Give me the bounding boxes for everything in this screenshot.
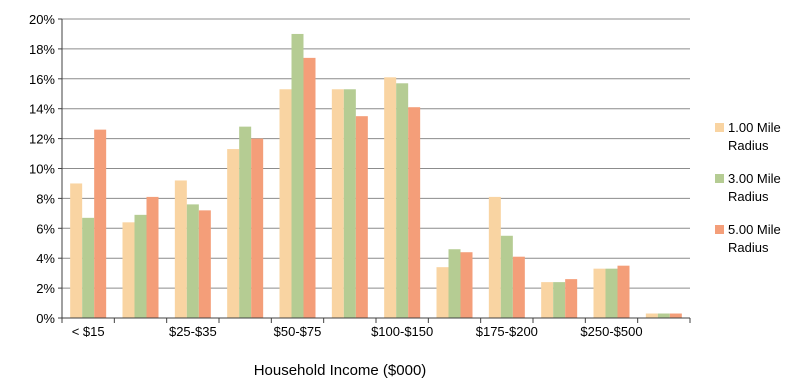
y-tick-label: 14% xyxy=(29,102,55,117)
y-tick-label: 18% xyxy=(29,42,55,57)
legend-swatch xyxy=(715,174,724,183)
y-tick-label: 0% xyxy=(36,311,55,326)
x-axis-title: Household Income ($000) xyxy=(254,362,427,379)
bar xyxy=(396,83,409,318)
bar xyxy=(122,222,135,318)
x-tick-label: $100-$150 xyxy=(371,324,433,339)
x-tick-label: $50-$75 xyxy=(274,324,322,339)
bar xyxy=(500,235,513,318)
legend-label: Radius xyxy=(728,138,769,153)
bar xyxy=(303,57,316,319)
bar xyxy=(541,282,554,318)
legend-swatch xyxy=(715,225,724,234)
bar xyxy=(94,129,107,318)
bar xyxy=(448,249,461,318)
legend-label: 1.00 Mile xyxy=(728,120,781,135)
bar xyxy=(251,138,264,318)
bar xyxy=(408,107,421,318)
legend-swatch xyxy=(715,123,724,132)
bar xyxy=(512,256,525,318)
bar xyxy=(146,196,159,318)
bar xyxy=(384,77,397,319)
x-tick-label: $175-$200 xyxy=(476,324,538,339)
bar xyxy=(565,279,578,318)
bar xyxy=(657,313,670,318)
y-tick-label: 4% xyxy=(36,251,55,266)
bar xyxy=(355,116,368,318)
bar xyxy=(82,217,95,318)
bar xyxy=(605,268,618,318)
bar xyxy=(198,210,211,318)
x-tick-label: < $15 xyxy=(72,324,105,339)
legend-label: 3.00 Mile xyxy=(728,171,781,186)
bar xyxy=(553,282,566,318)
legend: 1.00 Mile Radius 3.00 Mile Radius 5.00 Mile R… xyxy=(715,120,781,255)
axes xyxy=(58,18,691,323)
y-tick-label: 12% xyxy=(29,132,55,147)
bar xyxy=(291,33,304,318)
bar xyxy=(617,265,630,318)
gridlines xyxy=(62,18,690,289)
legend-label: Radius xyxy=(728,189,769,204)
bar xyxy=(174,180,187,318)
bar xyxy=(134,214,147,318)
y-tick-label: 10% xyxy=(29,162,55,177)
bar xyxy=(593,268,606,318)
y-tick-label: 8% xyxy=(36,191,55,206)
bar xyxy=(70,183,83,318)
y-tick-label: 2% xyxy=(36,281,55,296)
bar xyxy=(460,252,473,318)
bar xyxy=(279,89,292,318)
bar xyxy=(227,149,240,318)
y-tick-label: 16% xyxy=(29,72,55,87)
bar xyxy=(331,89,344,318)
x-tick-label: $25-$35 xyxy=(169,324,217,339)
x-tick-label: $250-$500 xyxy=(580,324,642,339)
legend-label: Radius xyxy=(728,240,769,255)
legend-label: 5.00 Mile xyxy=(728,222,781,237)
y-tick-label: 6% xyxy=(36,221,55,236)
bars xyxy=(70,33,682,319)
bar xyxy=(669,313,682,318)
bar xyxy=(186,204,199,318)
bar xyxy=(343,89,356,318)
y-tick-labels: 0% 2% 4% 6% 8% 10% 12% 14% 16% 18% 20% xyxy=(29,12,55,326)
bar xyxy=(488,196,501,318)
bar xyxy=(645,313,658,318)
y-tick-label: 20% xyxy=(29,12,55,27)
bar xyxy=(436,267,449,318)
x-tick-labels: < $15 $25-$35 $50-$75 $100-$150 $175-$200 $25… xyxy=(72,324,643,339)
bar xyxy=(239,126,252,318)
